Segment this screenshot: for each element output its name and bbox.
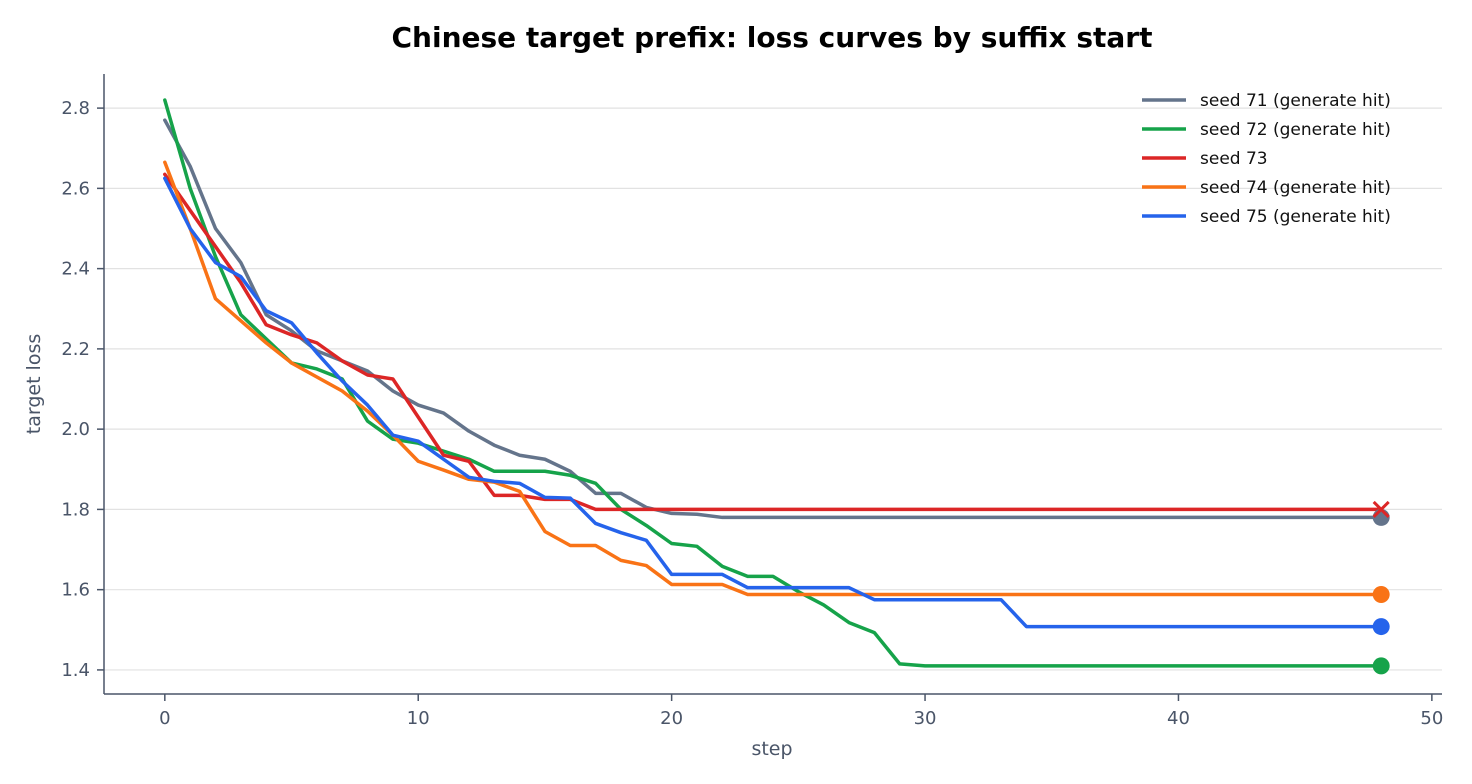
x-tick-label: 40 <box>1167 708 1190 729</box>
y-axis-label: target loss <box>23 334 45 435</box>
legend-label: seed 73 <box>1200 149 1268 169</box>
y-ticks: 1.4 1.6 1.8 2.0 2.2 2.4 2.6 2.8 <box>61 98 104 681</box>
x-tick-label: 30 <box>914 708 937 729</box>
y-tick-label: 2.6 <box>61 178 90 199</box>
series-line-2 <box>163 98 1383 668</box>
end-marker-5 <box>1372 618 1390 636</box>
legend-item-3: seed 73 <box>1142 149 1268 169</box>
x-ticks: 0 10 20 30 40 50 <box>159 694 1443 729</box>
legend-label: seed 74 (generate hit) <box>1200 178 1391 198</box>
y-tick-label: 1.4 <box>61 660 90 681</box>
series <box>163 98 1383 668</box>
legend-item-5: seed 75 (generate hit) <box>1142 207 1391 227</box>
y-tick-label: 2.2 <box>61 339 90 360</box>
x-tick-label: 10 <box>407 708 430 729</box>
legend-label: seed 71 (generate hit) <box>1200 91 1391 111</box>
end-marker-stroke <box>1372 500 1390 518</box>
legend-item-2: seed 72 (generate hit) <box>1142 120 1391 140</box>
chart-title: Chinese target prefix: loss curves by su… <box>392 21 1153 54</box>
y-tick-label: 1.6 <box>61 580 90 601</box>
axes <box>103 74 1442 695</box>
x-tick-label: 0 <box>159 708 170 729</box>
y-tick-label: 2.4 <box>61 259 90 280</box>
end-marker-x-3 <box>1372 500 1390 518</box>
x-tick-label: 50 <box>1420 708 1443 729</box>
legend-label: seed 72 (generate hit) <box>1200 120 1391 140</box>
series-line-3 <box>163 172 1383 512</box>
legend: seed 71 (generate hit) seed 72 (generate … <box>1142 91 1391 227</box>
y-tick-label: 2.0 <box>61 419 90 440</box>
y-tick-label: 1.8 <box>61 499 90 520</box>
series-line-5 <box>163 176 1383 629</box>
legend-item-4: seed 74 (generate hit) <box>1142 178 1391 198</box>
series-line-1 <box>163 118 1383 520</box>
legend-item-1: seed 71 (generate hit) <box>1142 91 1391 111</box>
end-markers <box>1372 500 1390 675</box>
legend-label: seed 75 (generate hit) <box>1200 207 1391 227</box>
y-tick-label: 2.8 <box>61 98 90 119</box>
end-marker-4 <box>1372 585 1390 603</box>
end-marker-2 <box>1372 657 1390 675</box>
series-line-4 <box>163 160 1383 597</box>
x-tick-label: 20 <box>660 708 683 729</box>
x-axis-label: step <box>751 738 792 760</box>
